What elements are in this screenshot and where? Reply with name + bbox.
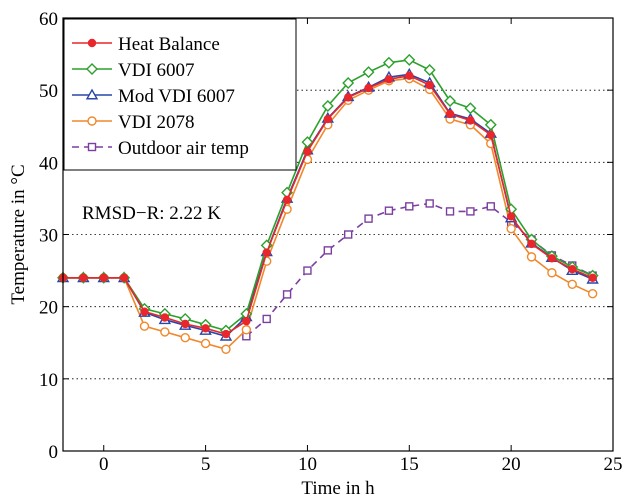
data-point	[262, 248, 271, 257]
y-tick-label: 20	[39, 298, 58, 319]
data-point	[301, 136, 314, 149]
data-point	[262, 314, 271, 324]
data-point	[486, 130, 495, 140]
data-point	[405, 202, 414, 211]
data-point	[506, 212, 516, 221]
y-tick-label: 0	[49, 442, 59, 463]
data-point	[587, 288, 598, 299]
y-axis-label: Temperature in °C	[8, 164, 29, 304]
x-tick-label: 0	[99, 454, 109, 475]
data-point	[221, 344, 231, 354]
legend-label: Outdoor air temp	[118, 138, 249, 159]
data-point	[303, 266, 312, 275]
legend-label: Heat Balance	[118, 34, 220, 55]
data-point	[181, 319, 190, 329]
series-layer	[56, 53, 599, 354]
rmsd-annotation: RMSD−R: 2.22 K	[82, 203, 221, 224]
data-point	[403, 53, 416, 66]
data-point	[466, 116, 475, 125]
legend-label: Mod VDI 6007	[118, 86, 235, 107]
data-point	[466, 207, 475, 216]
data-point	[343, 230, 353, 239]
data-point	[323, 114, 333, 124]
data-point	[160, 327, 170, 337]
legend-marker	[86, 63, 98, 75]
legend-marker	[85, 88, 99, 100]
y-tick-label: 30	[39, 226, 58, 247]
data-point	[79, 273, 88, 282]
data-point	[160, 313, 170, 322]
data-point	[282, 195, 292, 205]
data-point	[282, 290, 292, 299]
x-axis-label: Time in h	[301, 478, 375, 499]
data-point	[444, 95, 457, 107]
data-point	[241, 325, 252, 335]
data-point	[99, 273, 108, 282]
y-tick-label: 10	[39, 370, 58, 391]
legend-marker	[87, 142, 97, 152]
y-tick-label: 60	[39, 9, 58, 30]
data-point	[200, 338, 211, 349]
legend: Heat Balance VDI 6007 Mod VDI 6007 VDI 2078…	[63, 18, 297, 171]
data-point	[506, 224, 516, 234]
data-point	[384, 206, 394, 215]
y-tick-label: 40	[39, 153, 58, 174]
legend-label: VDI 2078	[118, 112, 195, 133]
series-0	[58, 71, 597, 339]
data-point	[343, 93, 353, 102]
data-point	[423, 63, 436, 76]
legend-entry: Outdoor air temp	[72, 138, 249, 159]
legend-label: VDI 6007	[118, 60, 195, 81]
data-point	[139, 321, 150, 331]
data-point	[364, 83, 373, 93]
data-point	[567, 279, 577, 289]
y-tick-label: 50	[39, 81, 58, 102]
legend-entry: Mod VDI 6007	[72, 86, 235, 107]
data-point	[486, 202, 495, 211]
data-point	[464, 102, 477, 115]
data-point	[484, 118, 497, 131]
data-point	[425, 80, 434, 90]
grid-lines	[63, 89, 613, 380]
legend-entry: Heat Balance	[72, 34, 220, 55]
data-point	[445, 207, 455, 216]
x-tick-label: 20	[502, 454, 521, 475]
data-point	[180, 332, 190, 343]
data-point	[221, 329, 231, 339]
legend-marker	[87, 38, 97, 48]
data-point	[364, 214, 373, 223]
legend-entry: VDI 6007	[72, 60, 195, 81]
x-tick-label: 25	[604, 454, 623, 475]
legend-marker	[87, 116, 97, 126]
data-point	[201, 324, 210, 333]
x-tick-label: 5	[201, 454, 211, 475]
x-tick-label: 10	[298, 454, 317, 475]
data-point	[342, 76, 355, 89]
data-point	[588, 273, 597, 282]
data-point	[405, 71, 414, 80]
data-point	[547, 268, 557, 278]
data-point	[547, 254, 557, 263]
data-point	[526, 252, 537, 262]
data-point	[323, 246, 333, 255]
data-point	[140, 307, 149, 316]
data-point	[362, 66, 375, 79]
data-point	[425, 199, 434, 208]
data-point	[119, 273, 129, 282]
data-point	[242, 316, 251, 326]
legend-entry: VDI 2078	[72, 112, 195, 133]
x-tick-label: 15	[400, 454, 419, 475]
series-4	[242, 199, 597, 341]
data-point	[384, 75, 394, 84]
data-point	[568, 264, 577, 274]
data-point	[527, 239, 536, 249]
axis-ticks: 0 10 20 30 40 50 60 0 5 10 15 20 25	[39, 9, 623, 475]
data-point	[321, 100, 334, 113]
data-point	[382, 56, 395, 69]
data-point	[445, 109, 455, 119]
data-point	[303, 147, 312, 156]
series-line	[245, 202, 593, 337]
